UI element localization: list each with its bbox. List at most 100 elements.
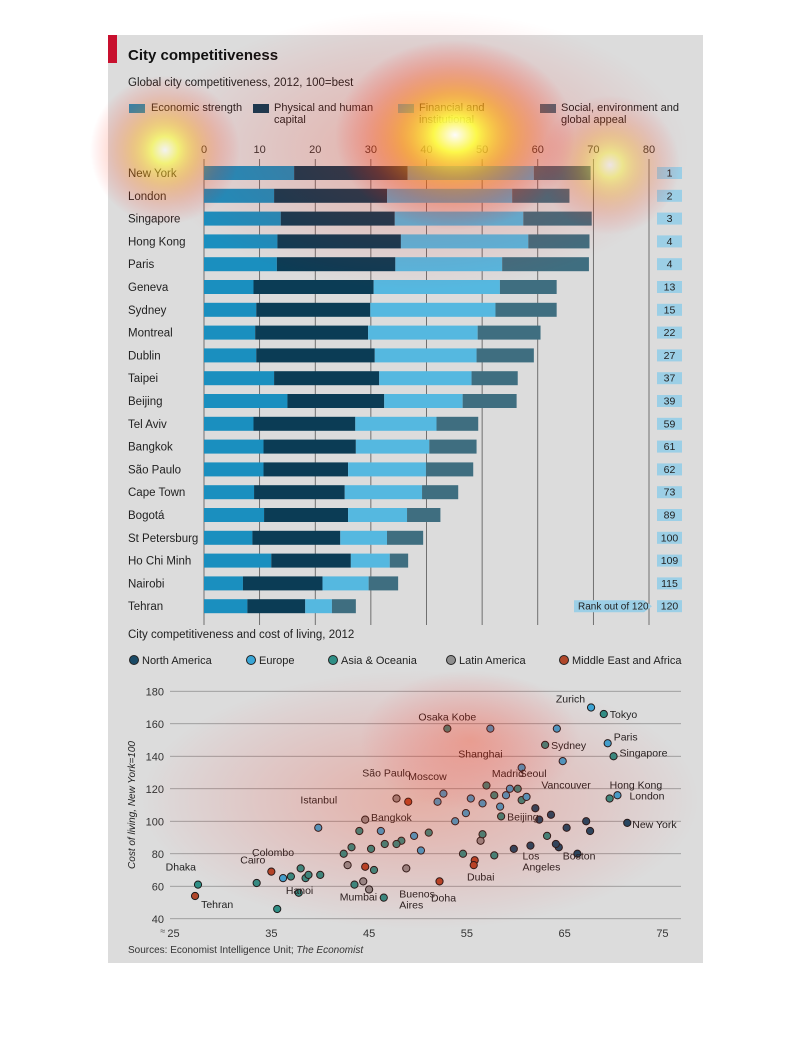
data-point <box>482 781 491 790</box>
city-label: Geneva <box>128 282 169 294</box>
city-label: Taipei <box>128 373 158 385</box>
data-point <box>314 823 323 832</box>
bar-segment <box>204 257 277 272</box>
data-point <box>380 839 389 849</box>
data-point <box>562 823 571 832</box>
x-tick-label: 25 <box>167 928 179 940</box>
data-point <box>582 817 591 826</box>
y-tick-label: 40 <box>152 914 164 926</box>
x-tick-label: 80 <box>643 144 655 156</box>
bar-segment <box>368 325 478 340</box>
data-point <box>361 815 370 824</box>
bar-segment <box>476 348 534 363</box>
data-point <box>376 826 385 836</box>
city-label: London <box>629 790 664 802</box>
city-label: Vancouver <box>541 779 591 791</box>
x-tick-label: 50 <box>476 144 488 156</box>
bar-segment <box>471 371 518 386</box>
bar-segment <box>204 280 254 294</box>
city-label: London <box>128 191 166 203</box>
city-label: Hong Kong <box>610 780 663 792</box>
x-tick-label: 20 <box>309 144 321 156</box>
city-label: São Paulo <box>128 464 181 476</box>
data-point <box>605 794 614 803</box>
rank-badge <box>657 577 682 590</box>
data-point <box>347 843 356 852</box>
rank-value: 15 <box>664 304 676 316</box>
rank-value: 1 <box>667 168 673 180</box>
city-label: Beijing <box>128 396 163 408</box>
bar-segment <box>355 416 437 431</box>
data-point <box>392 839 401 849</box>
legend-label-latin-america: Latin America <box>459 655 526 667</box>
bar-segment <box>387 188 513 203</box>
bar-segment <box>204 416 254 431</box>
bar-segment <box>204 234 278 249</box>
axis-break-mark: ≈ <box>160 926 165 936</box>
bar-segment <box>204 325 256 340</box>
rank-value: 120 <box>661 601 679 613</box>
x-tick-label: 55 <box>461 928 473 940</box>
data-point <box>599 709 608 719</box>
city-label: Shanghai <box>458 749 502 761</box>
city-label: Dublin <box>128 350 161 362</box>
bar-segment <box>294 166 408 180</box>
data-point <box>435 877 444 886</box>
bar-segment <box>204 485 255 500</box>
bar-segment <box>400 234 529 249</box>
data-point <box>409 831 419 840</box>
bar-segment <box>204 211 281 226</box>
rank-badge <box>657 486 682 499</box>
bar-segment <box>247 599 306 614</box>
x-tick-label: 35 <box>265 928 277 940</box>
bar-segment <box>387 530 424 545</box>
city-label: Bogotá <box>128 510 165 522</box>
city-label: Tehran <box>128 601 163 613</box>
bar-segment <box>422 485 459 500</box>
x-tick-label: 45 <box>363 928 375 940</box>
data-point <box>458 849 468 858</box>
data-point <box>193 880 203 889</box>
rank-value: 13 <box>664 282 676 294</box>
data-point <box>267 867 276 876</box>
bar-segment <box>252 530 341 545</box>
bar-segment <box>204 348 257 363</box>
city-label: Tokyo <box>610 709 638 721</box>
city-label: Doha <box>431 892 456 904</box>
city-label: Ho Chi Minh <box>128 556 191 568</box>
bar-segment <box>512 188 570 203</box>
bar-segment <box>528 234 590 249</box>
bar-segment <box>436 416 479 431</box>
rank-value: 37 <box>664 373 676 385</box>
bar-segment <box>204 302 257 317</box>
x-tick-label: 40 <box>420 144 432 156</box>
bar-segment <box>204 530 253 545</box>
bar-segment <box>322 576 369 591</box>
data-point <box>366 844 376 853</box>
bar-segment <box>379 371 472 386</box>
data-point <box>451 817 460 826</box>
rank-badge <box>657 417 682 430</box>
y-tick-label: 140 <box>146 751 164 763</box>
bar-segment <box>254 485 345 500</box>
bar-segment <box>355 439 430 454</box>
bar-segment <box>253 416 356 431</box>
bar-segment <box>264 508 349 522</box>
bar-segment <box>394 211 524 226</box>
bar-segment <box>263 462 349 477</box>
y-tick-label: 80 <box>152 849 164 861</box>
bar-segment <box>204 371 275 386</box>
data-point <box>252 878 261 888</box>
data-point <box>490 851 499 860</box>
data-point <box>497 812 506 821</box>
city-label: Nairobi <box>128 578 164 590</box>
bar-segment <box>407 166 534 180</box>
city-label: Singapore <box>620 747 668 759</box>
city-label: Bangkok <box>371 812 413 824</box>
bar-segment <box>276 257 396 272</box>
city-label: Moscow <box>408 771 447 783</box>
data-point <box>623 818 632 827</box>
scatter-chart-title: City competitiveness and cost of living,… <box>128 629 355 641</box>
bar-segment <box>274 371 380 386</box>
city-label: New York <box>632 819 677 831</box>
